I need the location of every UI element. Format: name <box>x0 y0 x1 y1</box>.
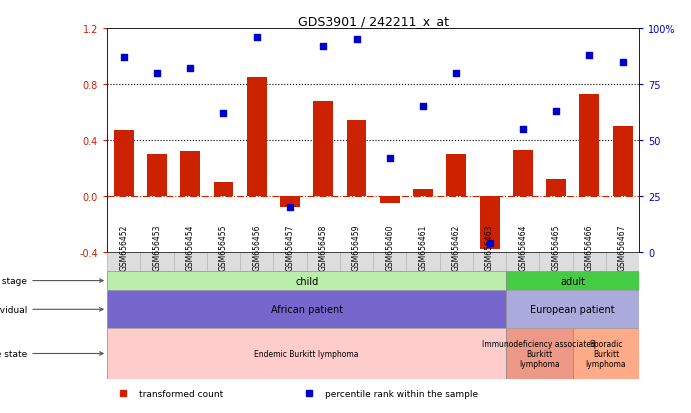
Point <box>451 70 462 77</box>
Bar <box>573 329 639 379</box>
Text: percentile rank within the sample: percentile rank within the sample <box>325 389 478 398</box>
Bar <box>247 78 267 197</box>
Bar <box>380 197 399 203</box>
Text: GSM656462: GSM656462 <box>452 224 461 271</box>
Bar <box>480 197 500 249</box>
Point <box>484 240 495 247</box>
Text: adult: adult <box>560 276 585 286</box>
Point <box>151 70 162 77</box>
Bar <box>506 271 639 290</box>
Text: GSM656457: GSM656457 <box>285 224 294 271</box>
Bar <box>107 271 506 290</box>
Text: GSM656456: GSM656456 <box>252 224 261 271</box>
Text: African patient: African patient <box>271 304 343 315</box>
Point <box>118 55 129 61</box>
Bar <box>214 183 234 197</box>
Bar <box>579 95 599 197</box>
Text: transformed count: transformed count <box>139 389 223 398</box>
Point <box>584 52 595 59</box>
Text: GSM656461: GSM656461 <box>419 224 428 271</box>
Text: GSM656465: GSM656465 <box>551 224 560 271</box>
Bar <box>546 180 566 197</box>
Text: GSM656466: GSM656466 <box>585 224 594 271</box>
Text: development stage: development stage <box>0 276 103 285</box>
Text: Sporadic
Burkitt
lymphoma: Sporadic Burkitt lymphoma <box>585 339 626 368</box>
Point <box>417 104 428 110</box>
Point <box>252 35 263 41</box>
Bar <box>107 290 506 329</box>
Bar <box>413 190 433 197</box>
Bar <box>280 197 300 208</box>
Text: GSM656454: GSM656454 <box>186 224 195 271</box>
Text: individual: individual <box>0 305 103 314</box>
Point <box>617 59 628 66</box>
Point <box>218 110 229 117</box>
Bar <box>114 131 134 197</box>
Point <box>318 43 329 50</box>
Bar <box>180 152 200 197</box>
Text: GSM656463: GSM656463 <box>485 224 494 271</box>
Bar <box>107 329 506 379</box>
Bar <box>446 154 466 197</box>
Text: Immunodeficiency associated
Burkitt
lymphoma: Immunodeficiency associated Burkitt lymp… <box>482 339 596 368</box>
Text: GSM656458: GSM656458 <box>319 224 328 271</box>
Point <box>285 204 296 211</box>
Text: GSM656453: GSM656453 <box>153 224 162 271</box>
Bar <box>347 121 366 197</box>
Bar <box>513 150 533 197</box>
Text: Endemic Burkitt lymphoma: Endemic Burkitt lymphoma <box>254 349 359 358</box>
Text: GSM656459: GSM656459 <box>352 224 361 271</box>
Bar <box>612 127 632 197</box>
Point <box>518 126 529 133</box>
Bar <box>107 252 639 271</box>
Text: disease state: disease state <box>0 349 103 358</box>
Bar <box>147 154 167 197</box>
Point <box>551 108 562 115</box>
Text: GSM656455: GSM656455 <box>219 224 228 271</box>
Point <box>184 66 196 72</box>
Text: child: child <box>295 276 319 286</box>
Bar <box>506 290 639 329</box>
Bar <box>313 102 333 197</box>
Bar <box>506 329 573 379</box>
Point <box>351 37 362 43</box>
Title: GDS3901 / 242211_x_at: GDS3901 / 242211_x_at <box>298 15 448 28</box>
Text: GSM656467: GSM656467 <box>618 224 627 271</box>
Text: GSM656452: GSM656452 <box>120 224 129 271</box>
Text: European patient: European patient <box>531 304 615 315</box>
Point <box>384 155 395 162</box>
Text: GSM656464: GSM656464 <box>518 224 527 271</box>
Text: GSM656460: GSM656460 <box>386 224 395 271</box>
